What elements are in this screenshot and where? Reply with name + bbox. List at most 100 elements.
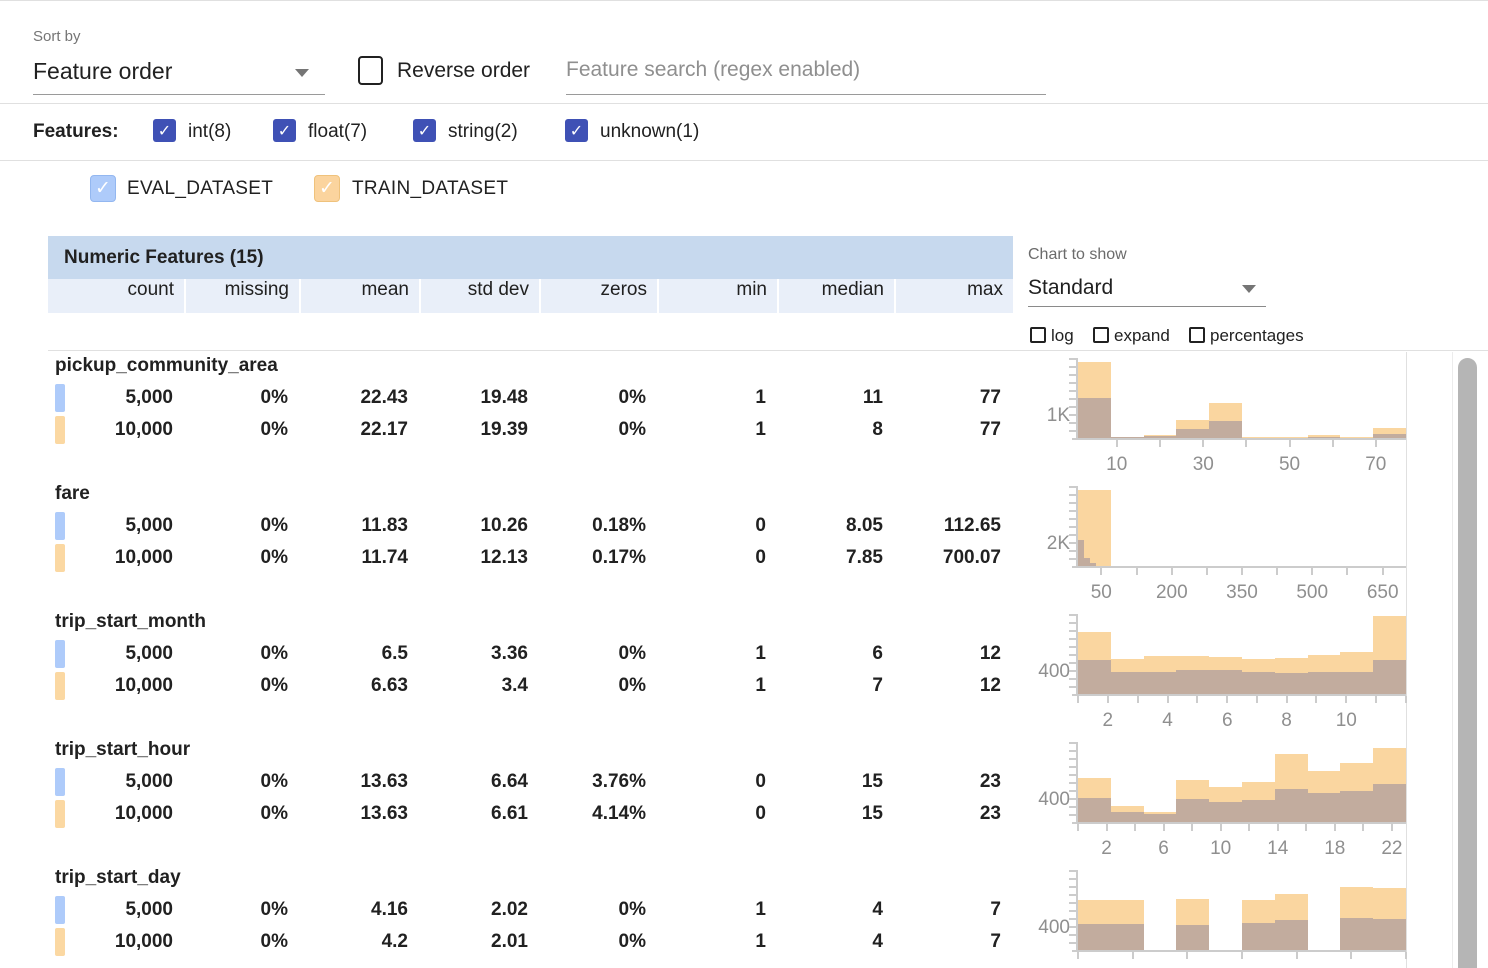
train-stat-row: 10,000 0% 11.74 12.13 0.17% 0 7.85 700.07 <box>48 542 1013 574</box>
stat-cell-min: 1 <box>755 675 766 696</box>
x-tick <box>1331 440 1334 447</box>
x-tick <box>1390 824 1393 831</box>
eval-dataset-swatch <box>55 896 65 924</box>
feature-name: pickup_community_area <box>55 355 278 376</box>
chevron-down-icon[interactable] <box>1242 285 1256 293</box>
stat-cell-max: 12 <box>979 643 1001 664</box>
y-tick <box>1069 630 1076 632</box>
eval-dataset-label: EVAL_DATASET <box>127 178 274 199</box>
x-axis <box>1072 950 1406 952</box>
x-tick-label: 350 <box>1226 582 1258 603</box>
y-axis-label: 400 <box>1038 661 1070 683</box>
unknown-checkbox[interactable]: ✓ <box>565 119 588 142</box>
eval-overlap-bar <box>1307 671 1341 694</box>
table-body: pickup_community_area 5,000 0% 22.43 19.48 0%… <box>48 350 1013 968</box>
stat-cell-count: 10,000 <box>114 419 173 440</box>
chart-to-show-select[interactable]: Standard <box>1028 276 1114 299</box>
col-missing: missing <box>186 279 299 313</box>
sort-by-select[interactable]: Feature order <box>33 58 173 84</box>
stat-cell-median: 8.05 <box>846 515 883 536</box>
eval-overlap-bar <box>1340 671 1374 694</box>
stat-cell-zeros: 3.76% <box>592 771 646 792</box>
col-stddev: std dev <box>421 279 539 313</box>
stat-cell-median: 4 <box>872 931 883 952</box>
train-dataset-checkbox[interactable]: ✓ <box>314 175 340 202</box>
eval-dataset-checkbox[interactable]: ✓ <box>90 175 116 202</box>
x-tick <box>1196 696 1199 703</box>
eval-overlap-bar <box>1078 398 1111 438</box>
x-tick-label: 4 <box>1162 710 1173 731</box>
percentages-checkbox[interactable] <box>1189 327 1205 343</box>
eval-stat-row: 5,000 0% 6.5 3.36 0% 1 6 12 <box>48 638 1013 670</box>
x-tick <box>1245 440 1248 447</box>
log-checkbox[interactable] <box>1030 327 1046 343</box>
reverse-order-checkbox[interactable] <box>358 56 383 85</box>
x-tick <box>1219 824 1222 831</box>
x-tick <box>1170 568 1173 575</box>
eval-dataset-swatch <box>55 512 65 540</box>
x-tick <box>1077 952 1079 959</box>
y-tick <box>1069 502 1076 504</box>
x-tick <box>1241 952 1243 959</box>
y-tick <box>1069 534 1076 536</box>
x-tick-label: 18 <box>1324 838 1346 859</box>
train-dataset-label: TRAIN_DATASET <box>352 178 509 199</box>
y-tick <box>1069 414 1076 416</box>
x-tick <box>1374 440 1377 447</box>
feature-name: fare <box>55 483 90 504</box>
y-axis <box>1076 870 1078 952</box>
y-axis <box>1076 614 1078 696</box>
x-tick-label: 50 <box>1278 454 1301 475</box>
x-tick-label: 2 <box>1102 710 1114 731</box>
stat-cell-zeros: 0.17% <box>592 547 646 568</box>
int-label: int(8) <box>188 121 232 142</box>
stat-cell-max: 77 <box>979 419 1001 440</box>
x-tick <box>1106 696 1109 703</box>
chevron-down-icon[interactable] <box>295 69 309 77</box>
sort-by-label: Sort by <box>33 28 81 45</box>
header-body-divider <box>48 350 1488 351</box>
x-tick-label: 10 <box>1335 710 1357 731</box>
scrollbar-thumb[interactable] <box>1458 358 1477 968</box>
y-tick <box>1069 806 1076 808</box>
expand-checkbox[interactable] <box>1093 327 1109 343</box>
eval-overlap-bar <box>1373 660 1406 694</box>
stat-cell-std dev: 10.26 <box>480 515 528 536</box>
train-bar <box>1307 435 1341 438</box>
feature-block-trip_start_month: trip_start_month 5,000 0% 6.5 3.36 0% 1 6 12 10,0… <box>48 606 1013 734</box>
log-label: log <box>1051 326 1074 345</box>
stat-cell-min: 1 <box>755 931 766 952</box>
eval-overlap-bar <box>1089 562 1096 566</box>
y-tick <box>1069 662 1076 664</box>
feature-search-input[interactable] <box>566 58 1044 82</box>
stat-cell-count: 5,000 <box>125 387 173 408</box>
eval-stat-row: 5,000 0% 13.63 6.64 3.76% 0 15 23 <box>48 766 1013 798</box>
y-axis <box>1076 742 1078 824</box>
y-axis-label: 400 <box>1038 917 1070 939</box>
float-checkbox[interactable]: ✓ <box>273 119 296 142</box>
eval-overlap-bar <box>1307 437 1341 438</box>
train-stat-row: 10,000 0% 6.63 3.4 0% 1 7 12 <box>48 670 1013 702</box>
stat-cell-min: 0 <box>755 771 766 792</box>
stat-cell-mean: 13.63 <box>360 771 408 792</box>
stat-cell-max: 23 <box>979 771 1001 792</box>
x-tick <box>1162 824 1165 831</box>
x-tick <box>1166 696 1169 703</box>
x-tick <box>1248 824 1251 831</box>
stat-cell-zeros: 0% <box>618 419 646 440</box>
stat-cell-mean: 6.5 <box>381 643 408 664</box>
unknown-label: unknown(1) <box>600 121 700 142</box>
string-checkbox[interactable]: ✓ <box>413 119 436 142</box>
x-tick <box>1350 952 1353 959</box>
stat-cell-count: 10,000 <box>114 931 173 952</box>
y-tick <box>1069 406 1076 408</box>
y-tick <box>1069 670 1076 672</box>
int-checkbox[interactable]: ✓ <box>153 119 176 142</box>
reverse-order-label: Reverse order <box>397 59 531 82</box>
x-tick-label: 650 <box>1366 582 1399 603</box>
y-tick <box>1069 686 1076 688</box>
y-tick <box>1069 934 1076 936</box>
toolbar-divider <box>0 103 1488 104</box>
stat-cell-min: 1 <box>755 643 766 664</box>
